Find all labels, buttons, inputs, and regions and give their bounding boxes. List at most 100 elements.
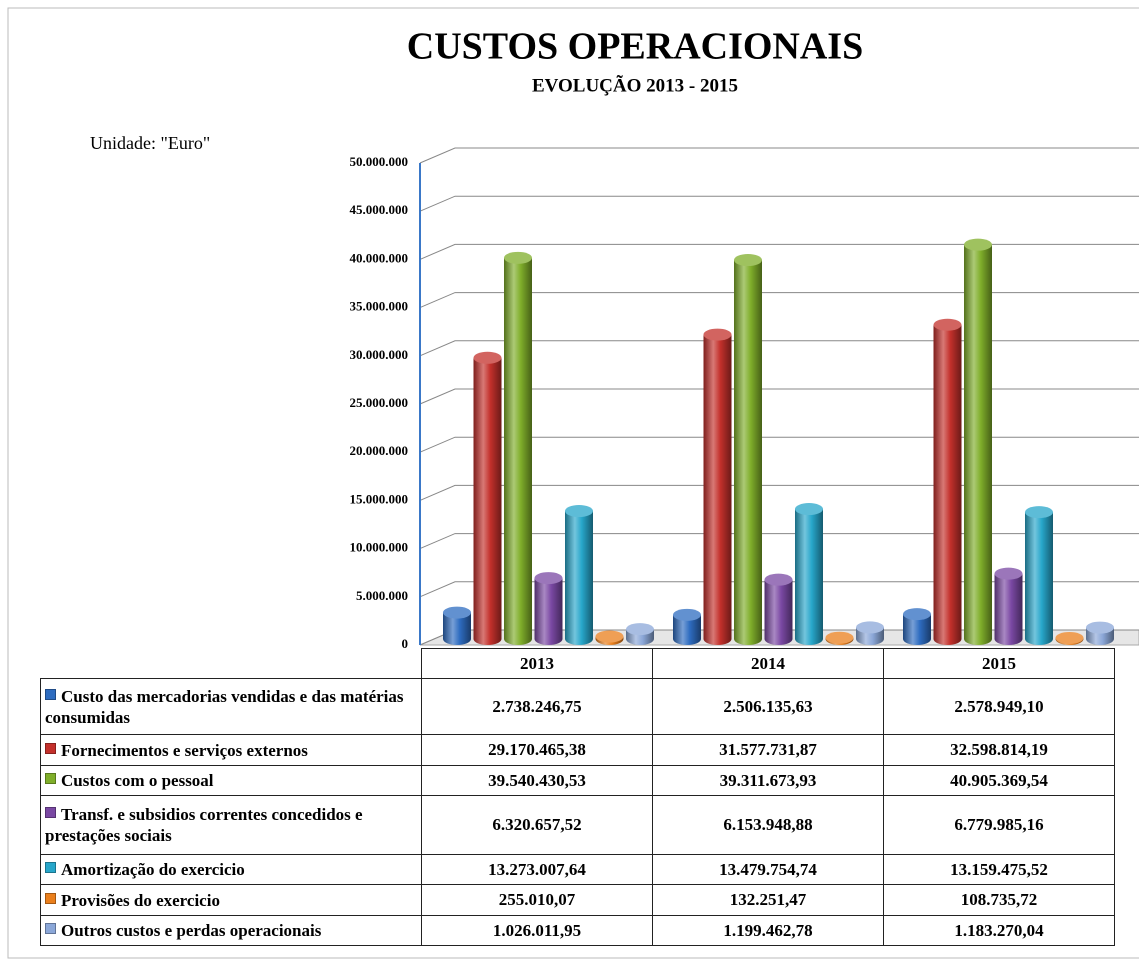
bar-body [734,260,762,645]
table-row: Outros custos e perdas operacionais 1.026… [40,915,1115,946]
bar-top [933,318,962,331]
legend-key [45,923,56,934]
bar-body [994,573,1023,645]
legend-label: Fornecimentos e serviços externos [61,740,308,760]
bar [473,351,502,645]
y-tick-label: 30.000.000 [350,347,409,362]
bar-body [473,357,502,645]
grid-line [419,243,1139,260]
value-cell: 6.320.657,52 [421,795,653,855]
chart-subtitle: EVOLUÇÃO 2013 - 2015 [532,74,738,96]
bar-body [504,257,532,645]
bar-body [703,334,732,645]
frame [7,7,1139,959]
bar [626,623,654,645]
value-cell: 39.311.673,93 [652,765,884,796]
legend-key [45,773,56,784]
bar-body [795,509,823,645]
bar-top [626,623,654,636]
bar-body [903,614,931,645]
y-tick-label: 10.000.000 [350,540,409,555]
value-cell: 255.010,07 [421,884,653,916]
legend-key [45,742,56,754]
bar [565,505,593,645]
y-tick-label: 45.000.000 [350,202,409,217]
bar-top [703,328,732,341]
bar-top [565,505,593,518]
value-cell: 40.905.369,54 [883,765,1115,796]
corner [40,648,422,679]
bar-top [1025,506,1053,519]
bar [595,630,624,645]
table-row: Transf. e subsidios correntes concedidos… [40,795,1115,855]
bar [764,573,793,645]
table-row: Provisões do exercicio 255.010,07 132.251,… [40,884,1115,916]
legend-entry: Fornecimentos e serviços externos [40,734,422,766]
bar-top [795,503,823,516]
bar-top [734,254,762,267]
bar-top [856,621,884,634]
y-tick-label: 35.000.000 [350,299,409,314]
value-cell: 108.735,72 [883,884,1115,916]
legend-entry: Outros custos e perdas operacionais [40,915,422,946]
bar [703,328,732,645]
x-tick-label: 2014 [652,648,884,679]
grid-line [419,340,1139,357]
value-cell: 13.479.754,74 [652,854,884,885]
legend-label: Custos com o pessoal [61,771,214,790]
bar-top [673,608,701,621]
chart-title: CUSTOS OPERACIONAIS [407,26,863,68]
y-tick-label: 40.000.000 [350,250,409,265]
table-row: Amortização do exercicio 13.273.007,64 13.… [40,854,1115,885]
bar-body [1025,512,1053,645]
legend-entry: Provisões do exercicio [40,884,422,916]
bar [933,318,962,645]
bar [673,608,701,645]
value-cell: 1.026.011,95 [421,915,653,946]
legend-entry: Transf. e subsidios correntes concedidos… [40,795,422,855]
legend-key [45,862,56,873]
value-cell: 1.199.462,78 [652,915,884,946]
bar-top [764,573,793,586]
table-row: Custo das mercadorias vendidas e das mat… [40,678,1115,735]
bar [856,621,884,645]
bar-body [534,578,563,645]
value-cell: 132.251,47 [652,884,884,916]
value-cell: 6.779.985,16 [883,795,1115,855]
value-cell: 31.577.731,87 [652,734,884,766]
y-tick-label: 50.000.000 [350,154,409,169]
bar [1025,506,1053,645]
bar [825,631,854,645]
legend-label: Amortização do exercicio [61,860,245,879]
bar-top [595,630,624,643]
bar-top [1055,631,1084,644]
bar [964,238,992,645]
bar-top [504,251,532,264]
table-row: Fornecimentos e serviços externos 29.170.… [40,734,1115,766]
table-row: Custos com o pessoal 39.540.430,53 39.311.… [40,765,1115,796]
bar [534,572,563,645]
grid-line [419,581,1139,598]
legend-key [45,688,56,700]
y-tick-label: 5.000.000 [356,588,408,603]
legend-entry: Custo das mercadorias vendidas e das mat… [40,678,422,735]
bar [504,251,532,645]
legend-entry: Custos com o pessoal [40,765,422,796]
bar-top [964,238,992,251]
unit-note: Unidade: "Euro" [90,133,210,153]
legend-label: Provisões do exercicio [61,890,220,910]
value-cell: 13.273.007,64 [421,854,653,885]
value-cell: 1.183.270,04 [883,915,1115,946]
bar-body [673,614,701,645]
bar-top [534,572,563,585]
legend-label: Outros custos e perdas operacionais [61,921,322,940]
bar-body [565,511,593,645]
header-row: 2013 2014 2015 [40,648,1115,679]
value-cell: 39.540.430,53 [421,765,653,796]
data-table: 2013 2014 2015 Custo das mercadorias vendid… [40,648,1115,946]
bar [443,606,471,645]
bar [994,567,1023,645]
value-cell: 2.578.949,10 [883,678,1115,735]
legend-label: Transf. e subsidios correntes concedidos… [45,805,363,845]
